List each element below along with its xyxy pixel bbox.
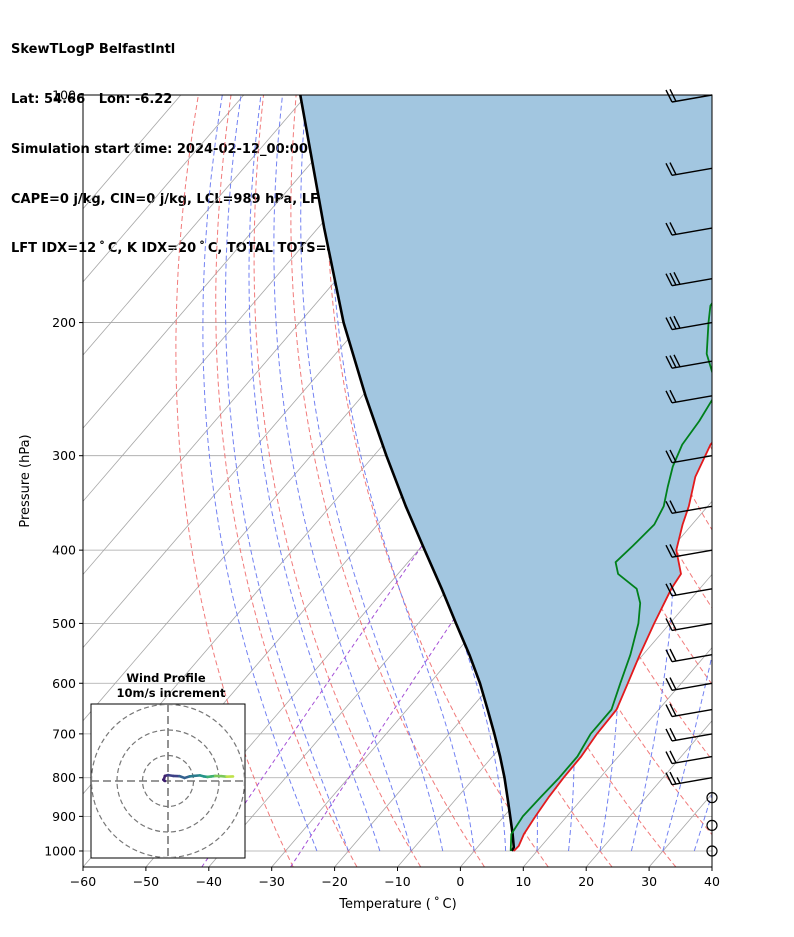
moist-adiabat-line [225, 95, 349, 852]
y-tick-label: 100 [52, 88, 76, 103]
x-tick-label: −10 [384, 874, 410, 889]
hodograph-ring [91, 704, 245, 858]
moist-adiabat-line [726, 95, 794, 851]
parcel-profile-line [299, 95, 516, 852]
y-tick-label: 1000 [44, 843, 76, 858]
y-tick-label: 700 [52, 726, 76, 741]
x-tick-label: 20 [578, 874, 594, 889]
wind-barb [665, 648, 713, 663]
wind-barb [665, 162, 713, 176]
isotherm-line [83, 95, 370, 429]
header-title: SkewTLogP BelfastIntl [11, 42, 176, 58]
moist-adiabat-line [300, 95, 444, 852]
hodograph-subtitle: 10m/s increment [117, 686, 226, 700]
temperature-line [513, 441, 712, 852]
wind-barb [665, 389, 713, 404]
y-tick-label: 900 [52, 809, 76, 824]
moist-adiabat-line [329, 95, 475, 852]
y-axis-label: Pressure (hPa) [18, 434, 33, 527]
wind-barb [665, 315, 713, 331]
x-tick-label: −50 [133, 874, 159, 889]
dry-adiabat-line [752, 95, 794, 867]
isotherm-line [522, 646, 712, 867]
dry-adiabat-line [720, 95, 794, 867]
moist-adiabat-line [202, 95, 318, 852]
calm-wind-circle [706, 845, 718, 857]
wind-barb [665, 750, 713, 765]
dry-adiabat-line [785, 95, 794, 867]
dewpoint-line [509, 301, 712, 852]
dry-adiabat-line [175, 95, 294, 867]
header-location: Lat: 54.66 Lon: -6.22 [11, 91, 173, 107]
isotherm-line [83, 95, 433, 502]
wind-barb [665, 677, 713, 691]
wind-barb [665, 582, 713, 597]
x-tick-label: −60 [70, 874, 96, 889]
x-tick-label: 0 [456, 874, 464, 889]
isotherm-line [775, 95, 794, 867]
moist-adiabat-line [248, 95, 381, 852]
y-tick-label: 300 [52, 448, 76, 463]
x-tick-label: 10 [515, 874, 531, 889]
y-tick-label: 800 [52, 770, 76, 785]
wind-barb [665, 449, 713, 464]
wind-barb [665, 354, 713, 369]
x-tick-label: 30 [641, 874, 657, 889]
y-tick-label: 500 [52, 616, 76, 631]
y-tick-label: 600 [52, 676, 76, 691]
wind-barb [665, 544, 713, 558]
wind-barb [665, 88, 713, 103]
calm-wind-circle [706, 792, 718, 804]
isotherm-line [585, 720, 712, 867]
isotherm-line [83, 95, 307, 356]
y-tick-label: 400 [52, 543, 76, 558]
hodograph-title: Wind Profile [126, 671, 206, 685]
dry-adiabat-line [290, 95, 485, 867]
x-axis-label: Temperature ( ˚ C) [338, 896, 456, 912]
moist-adiabat-line [273, 95, 412, 852]
axes: −60 −50 −40 −30 −20 −10 0 10 20 30 40 1000 900 800 700… [44, 88, 720, 890]
wind-barb [665, 500, 713, 514]
wind-barb [665, 727, 713, 742]
wind-barb [665, 703, 713, 718]
skewt-profiles [299, 95, 712, 852]
dry-adiabat-line [215, 95, 358, 867]
x-tick-label: −20 [321, 874, 347, 889]
isotherm-line [83, 95, 245, 283]
cin-cape-shading [300, 95, 712, 851]
moist-adiabat-line [363, 95, 507, 852]
y-tick-label: 200 [52, 315, 76, 330]
wind-barbs [665, 88, 718, 857]
x-tick-label: −40 [196, 874, 222, 889]
isotherm-line [711, 866, 712, 867]
wind-barb [665, 222, 713, 236]
wind-barb [665, 617, 713, 632]
calm-wind-circle [706, 819, 718, 831]
wind-barb [665, 771, 713, 786]
x-tick-label: 40 [704, 874, 720, 889]
x-tick-label: −30 [259, 874, 285, 889]
dry-adiabat-line [253, 95, 422, 867]
wind-barb [665, 272, 713, 287]
